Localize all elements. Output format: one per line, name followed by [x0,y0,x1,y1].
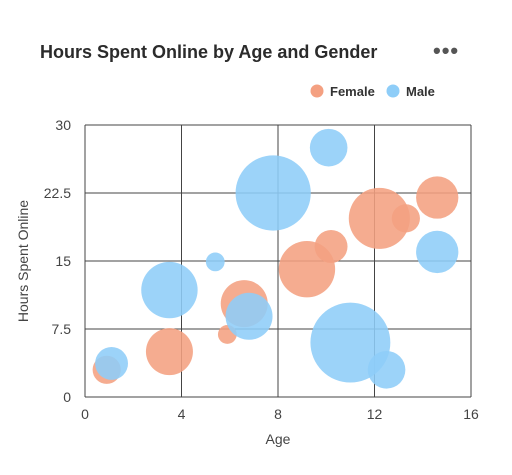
bubble-female [314,230,348,263]
bubble-female [416,176,459,219]
bubble-male [416,230,459,274]
y-tick-label: 7.5 [52,321,72,337]
legend-marker-female [310,84,324,98]
y-tick-label: 22.5 [44,185,71,201]
bubble-female [145,328,193,376]
y-axis-label: Hours Spent Online [15,200,31,322]
bubble-male [309,128,348,167]
bubble-male [205,252,225,272]
x-tick-label: 8 [274,406,282,422]
legend-label-female: Female [330,84,375,99]
legend-label-male: Male [406,84,435,99]
y-tick-label: 0 [63,389,71,405]
bubble-male [95,347,128,380]
y-tick-label: 30 [55,117,71,133]
x-tick-label: 12 [367,406,383,422]
bubble-male [367,351,406,389]
x-tick-label: 16 [463,406,479,422]
bubble-male [141,261,198,319]
bubble-female [391,204,420,233]
chart-title: Hours Spent Online by Age and Gender [40,42,378,62]
x-tick-label: 4 [178,406,186,422]
bubble-female [348,187,410,249]
x-tick-label: 0 [81,406,89,422]
x-axis-label: Age [266,431,291,447]
bubble-male [225,292,273,340]
y-tick-label: 15 [55,253,71,269]
bubble-male [235,155,311,231]
legend-marker-male [386,84,400,98]
more-options-icon[interactable]: ••• [433,38,460,63]
